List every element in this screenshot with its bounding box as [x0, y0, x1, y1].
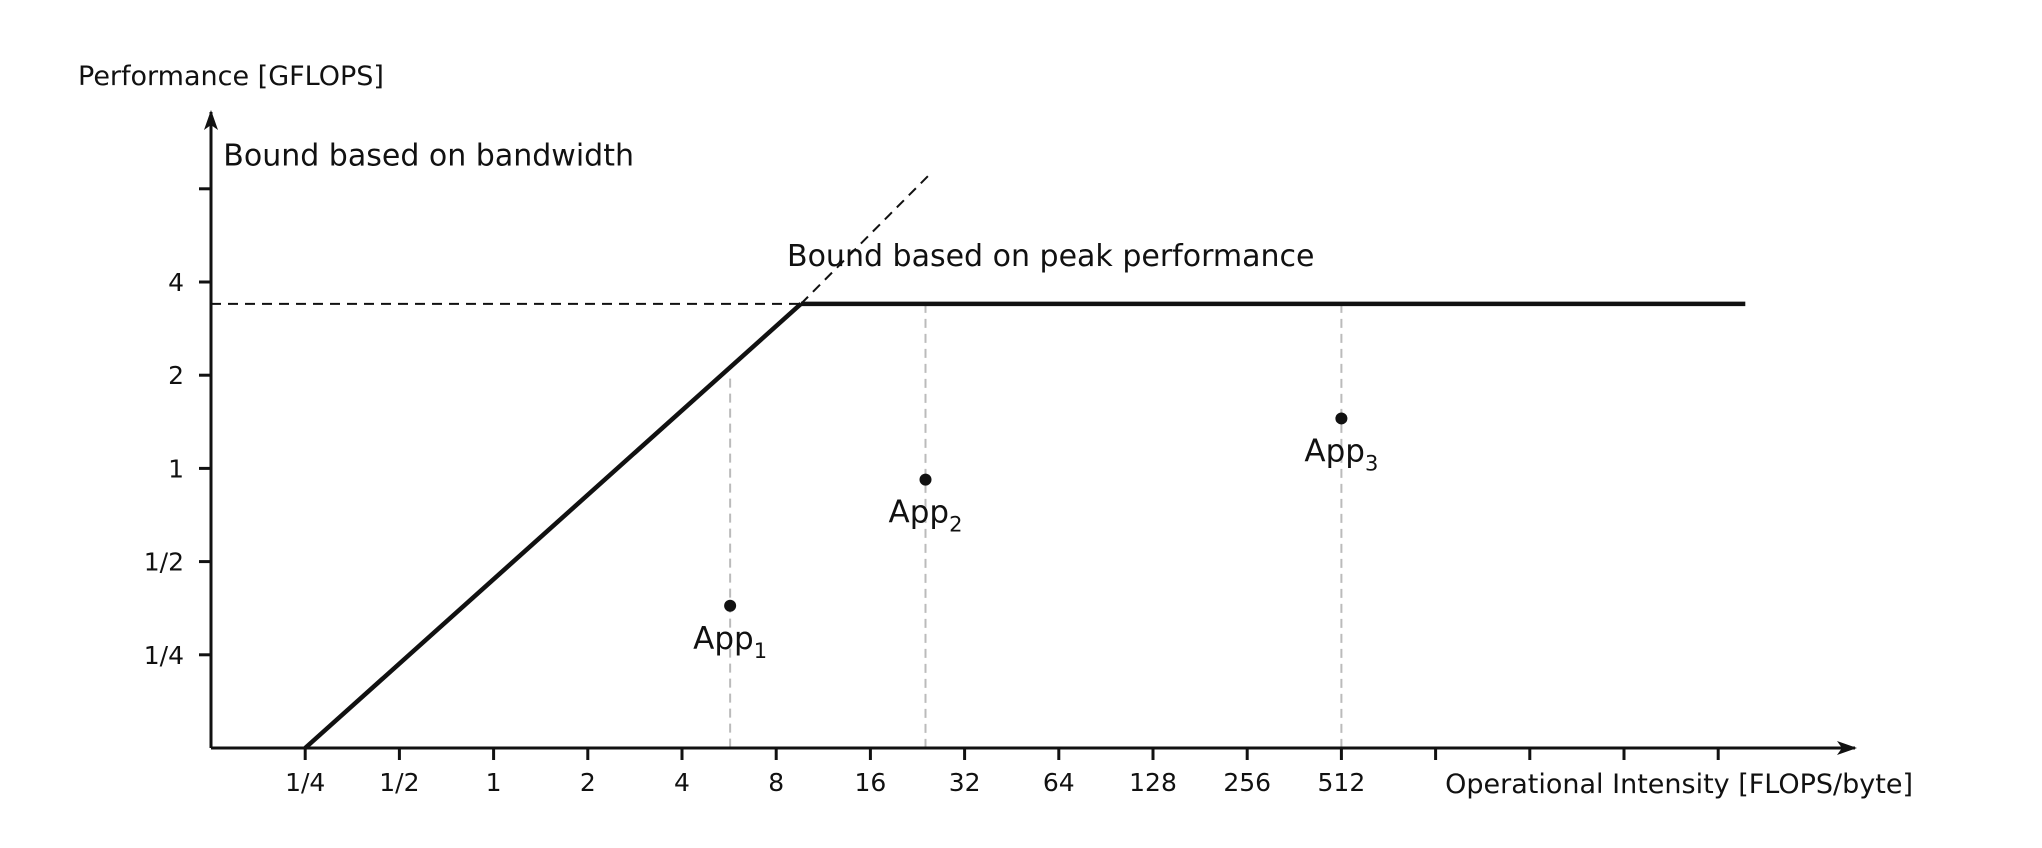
guide-lines — [729, 303, 1343, 748]
x-tick-label: 16 — [854, 768, 886, 797]
point-label-subscript: 2 — [949, 513, 962, 537]
annotations: Bound based on bandwidth Bound based on p… — [223, 139, 1314, 274]
roofline — [211, 172, 1746, 750]
x-tick-label: 8 — [768, 768, 784, 797]
data-point — [1335, 412, 1348, 425]
x-tick-label: 128 — [1129, 768, 1177, 797]
x-tick-label: 512 — [1318, 768, 1366, 797]
data-point — [724, 599, 737, 612]
point-label-name: App — [889, 495, 950, 531]
x-tick-label: 1/4 — [285, 768, 325, 797]
y-tick-label: 1 — [168, 454, 184, 483]
point-label: App2 — [889, 495, 963, 537]
y-tick-label: 2 — [168, 361, 184, 390]
x-tick-label: 2 — [580, 768, 596, 797]
data-point — [919, 473, 932, 486]
axes — [204, 110, 1857, 755]
y-tick-label: 1/4 — [144, 641, 184, 670]
y-axis-ticks: 1/4 1/2 1 2 4 — [144, 187, 211, 670]
bandwidth-bound-line — [303, 302, 803, 750]
x-tick-label: 32 — [949, 768, 981, 797]
annotation-label: Bound based on peak performance — [787, 239, 1314, 274]
annotation-label: Bound based on bandwidth — [223, 139, 634, 174]
point-label-subscript: 3 — [1365, 451, 1378, 475]
point-label-name: App — [693, 621, 754, 657]
point-label: App1 — [693, 621, 767, 663]
y-axis-title: Performance [GFLOPS] — [78, 61, 384, 92]
point-label-subscript: 1 — [754, 639, 767, 663]
y-tick-label: 4 — [168, 268, 184, 297]
x-axis-ticks: 1/4 1/2 1 2 4 8 16 32 64 128 256 512 — [285, 748, 1720, 797]
bandwidth-bound-extension — [800, 172, 932, 305]
x-tick-label: 256 — [1223, 768, 1271, 797]
point-label-name: App — [1304, 433, 1365, 469]
x-axis-title: Operational Intensity [FLOPS/byte] — [1445, 769, 1913, 800]
x-tick-label: 4 — [674, 768, 690, 797]
x-tick-label: 64 — [1043, 768, 1075, 797]
x-tick-label: 1 — [486, 768, 502, 797]
point-label: App3 — [1304, 433, 1378, 475]
y-tick-label: 1/2 — [144, 548, 184, 577]
x-tick-label: 1/2 — [379, 768, 419, 797]
